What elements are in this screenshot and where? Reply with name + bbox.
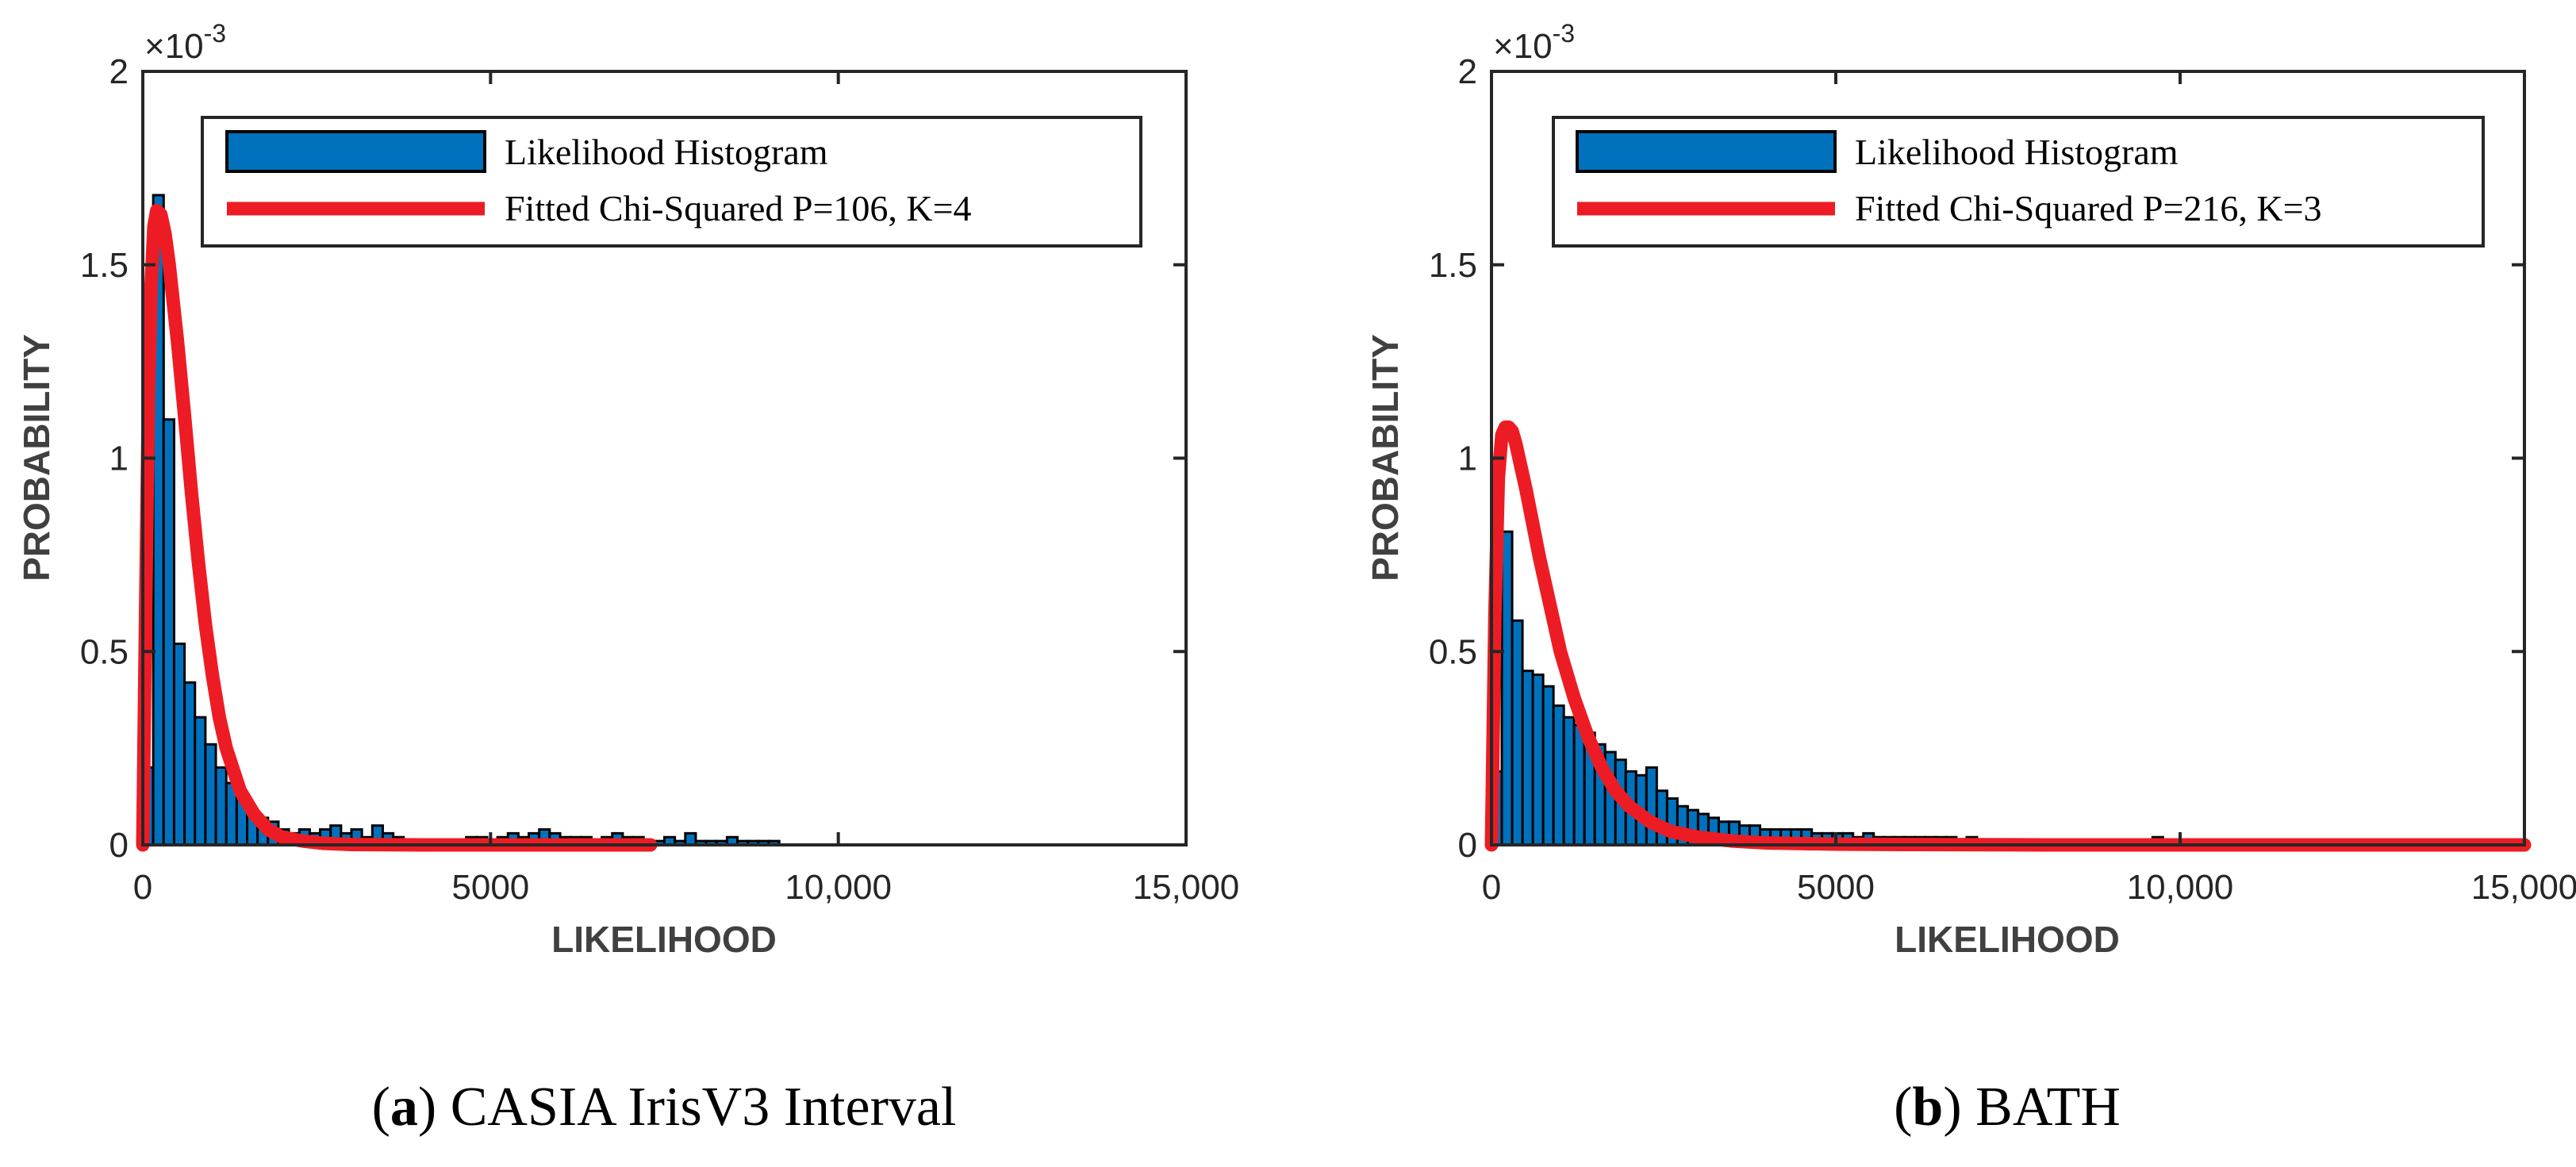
x-tick-label: 5000 [1797, 868, 1875, 907]
histogram-bar [162, 418, 175, 846]
y-axis-label: PROBABILITY [1365, 334, 1406, 582]
x-tick-labels: 0 5000 10,000 15,000 [1482, 868, 2576, 907]
histogram-bar [1552, 704, 1565, 846]
chart-panel-b: 0 5000 10,000 15,000 0 0.5 1 1.5 2 ×10-3 LIKELI… [1365, 19, 2576, 1138]
histogram-bar [1511, 619, 1524, 846]
histogram-bar [1572, 724, 1586, 846]
chart-panel-a: 0 5000 10,000 15,000 0 0.5 1 1.5 2 ×10-3 LIKELI… [16, 19, 1239, 1138]
legend-label-curve: Fitted Chi-Squared P=216, K=3 [1855, 188, 2322, 228]
x-axis-label: LIKELIHOOD [1895, 919, 2120, 960]
histogram-bar [183, 681, 197, 846]
caption-a: (a) CASIA IrisV3 Interval [372, 1077, 957, 1138]
histogram-bar [1531, 674, 1545, 846]
legend-label-curve: Fitted Chi-Squared P=106, K=4 [505, 188, 972, 228]
y-tick-labels: 0 0.5 1 1.5 2 [80, 52, 129, 865]
legend: Likelihood Histogram Fitted Chi-Squared … [201, 116, 1142, 248]
y-tick-label: 1 [109, 440, 129, 478]
caption-b: (b) BATH [1894, 1077, 2121, 1138]
y-tick-label: 1.5 [1429, 246, 1477, 285]
y-tick-label: 2 [109, 52, 129, 91]
x-tick-label: 0 [133, 868, 152, 907]
x-tick-label: 5000 [451, 868, 529, 907]
histogram-bar [1645, 766, 1658, 846]
legend-swatch-histogram [1576, 130, 1837, 173]
y-tick-label: 0 [109, 826, 129, 865]
y-tick-label: 0.5 [1429, 632, 1477, 671]
axes-box [1490, 70, 2526, 846]
histogram-bar [1500, 530, 1514, 846]
histogram-bar [1562, 716, 1576, 846]
histogram-bar [684, 831, 697, 846]
legend: Likelihood Histogram Fitted Chi-Squared … [1552, 116, 2485, 248]
histogram-bar [1541, 685, 1555, 846]
x-tick-label: 10,000 [785, 868, 892, 907]
x-tick-label: 0 [1482, 868, 1501, 907]
legend-label-histogram: Likelihood Histogram [1855, 132, 2179, 172]
y-axis-label: PROBABILITY [16, 334, 57, 582]
axes-box [141, 70, 1188, 846]
x-tick-labels: 0 5000 10,000 15,000 [133, 868, 1240, 907]
histogram-bar [1521, 670, 1534, 846]
y-exponent-label: ×10-3 [1493, 19, 1575, 66]
y-tick-labels: 0 0.5 1 1.5 2 [1429, 52, 1477, 865]
x-tick-label: 15,000 [1133, 868, 1240, 907]
histogram-bar [204, 743, 217, 846]
legend-label-histogram: Likelihood Histogram [505, 132, 828, 172]
y-tick-label: 2 [1458, 52, 1477, 91]
x-tick-label: 10,000 [2127, 868, 2234, 907]
y-tick-label: 1 [1458, 440, 1477, 478]
x-axis-label: LIKELIHOOD [551, 919, 777, 960]
y-tick-label: 0.5 [80, 632, 129, 671]
histogram-bar [1655, 789, 1668, 846]
x-tick-label: 15,000 [2471, 868, 2576, 907]
histogram-bar [194, 716, 207, 846]
y-exponent-label: ×10-3 [144, 19, 226, 66]
y-tick-label: 1.5 [80, 246, 129, 285]
legend-swatch-histogram [225, 130, 486, 173]
histogram-bar [172, 643, 186, 846]
histogram-bar [214, 766, 228, 846]
y-tick-label: 0 [1458, 826, 1477, 865]
